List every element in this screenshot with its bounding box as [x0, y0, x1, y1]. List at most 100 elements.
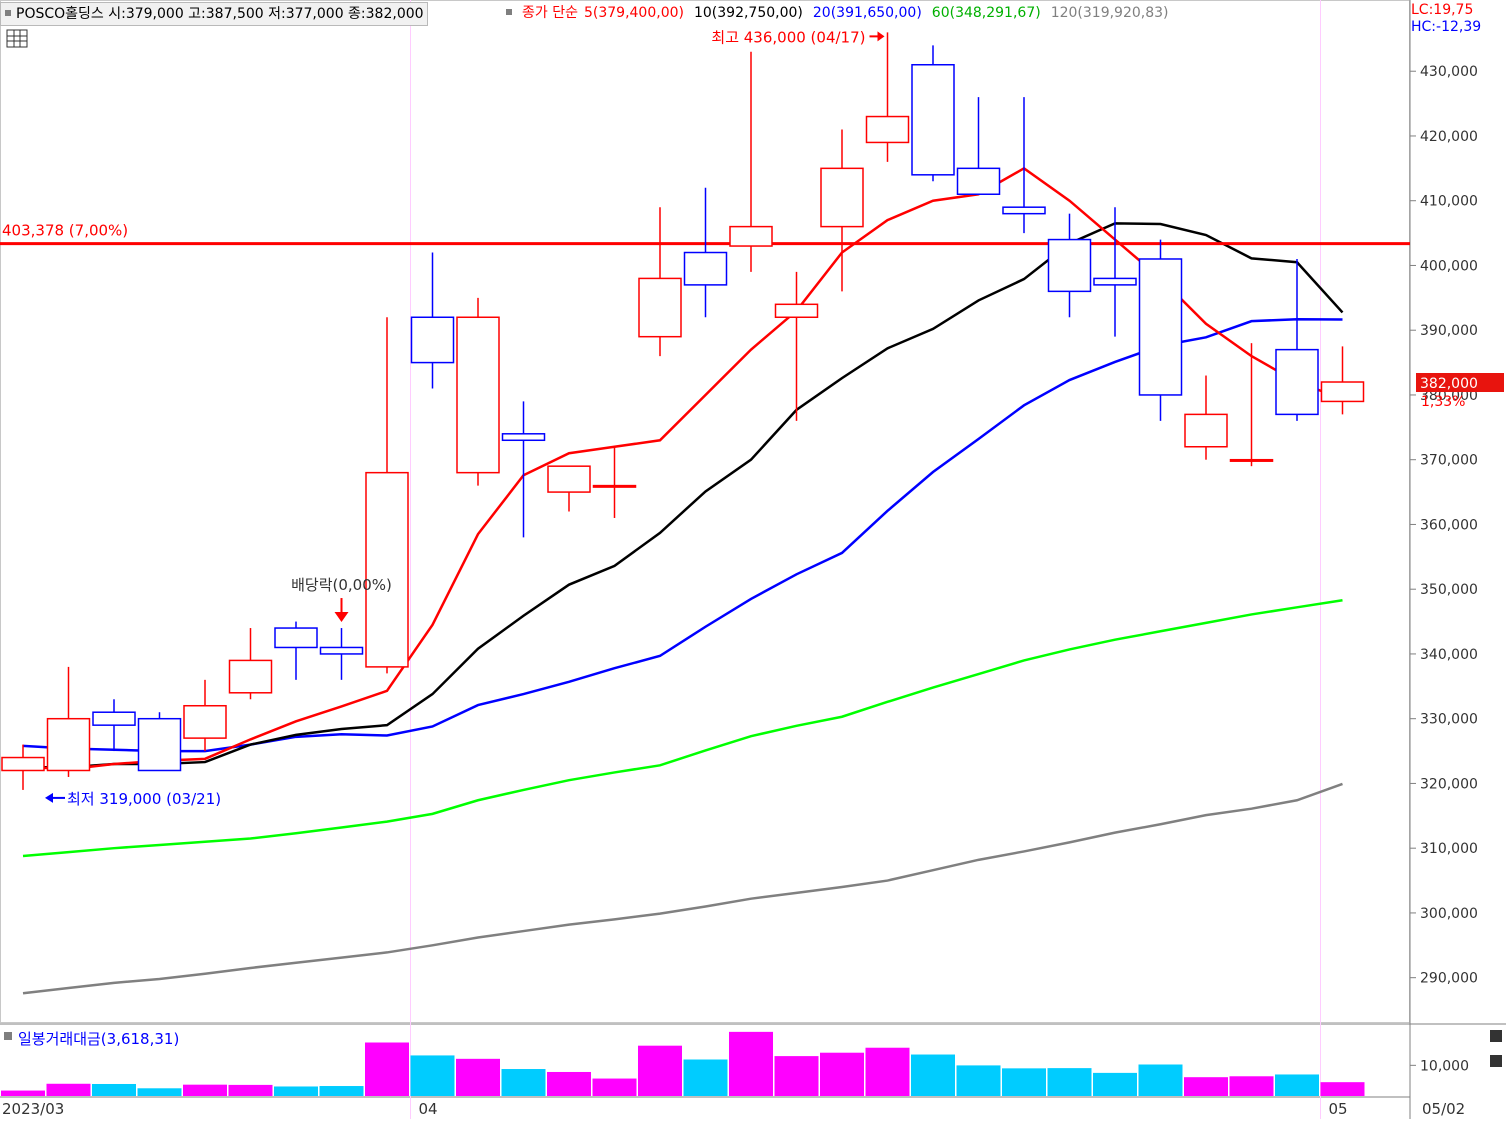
- y-tick-label: 290,000: [1420, 971, 1478, 987]
- candle-body: [592, 484, 637, 488]
- current-price-badge: [1416, 373, 1504, 393]
- candle-body: [1093, 277, 1137, 286]
- volume-bar: [683, 1059, 728, 1096]
- candle-body: [820, 167, 864, 228]
- volume-bar: [1275, 1074, 1319, 1096]
- ma60-legend: 60(348,291,67): [931, 5, 1041, 21]
- volume-bar: [638, 1045, 682, 1096]
- volume-bar: [501, 1069, 546, 1096]
- y-tick-label: 400,000: [1420, 258, 1478, 274]
- volume-bar: [1138, 1064, 1183, 1096]
- high-annotation: 최고 436,000 (04/17): [711, 28, 865, 46]
- y-tick-label: 390,000: [1420, 323, 1478, 339]
- ma10-line: [23, 222, 1344, 769]
- target-price-label: 403,378 (7,00%): [2, 222, 128, 240]
- ma120-line: [22, 782, 1343, 995]
- lc-label: LC:19,75: [1411, 2, 1474, 18]
- volume-bar: [1, 1090, 45, 1096]
- candle-body: [365, 471, 409, 668]
- candle-body: [228, 659, 273, 694]
- volume-tick-label: 10,000: [1420, 1058, 1469, 1074]
- y-tick-label: 350,000: [1420, 582, 1478, 598]
- ma20-legend: 20(391,650,00): [812, 5, 922, 21]
- candle-body: [274, 627, 318, 649]
- x-axis-label: 2023/03: [2, 1100, 64, 1118]
- volume-bar: [820, 1052, 864, 1096]
- stock-info-header: POSCO홀딩스 시:379,000 고:387,500 저:377,000 종…: [0, 2, 428, 26]
- dividend-annotation: 배당락(0,00%): [291, 576, 392, 594]
- candle-body: [1002, 206, 1046, 215]
- candle-body: [683, 251, 728, 286]
- ma-title: 종가 단순: [522, 5, 578, 21]
- volume-bar: [774, 1056, 819, 1096]
- volume-bar: [228, 1084, 273, 1096]
- y-tick-label: 340,000: [1420, 647, 1478, 663]
- candle-body: [46, 717, 91, 772]
- stock-info-text: POSCO홀딩스 시:379,000 고:387,500 저:377,000 종…: [16, 6, 424, 22]
- candle-body: [1275, 348, 1319, 416]
- ma20-line: [22, 317, 1343, 753]
- candle-body: [638, 277, 682, 338]
- candle-body: [1320, 381, 1365, 403]
- volume-bar: [183, 1084, 227, 1096]
- volume-bar: [365, 1042, 409, 1096]
- y-tick-label: 410,000: [1420, 194, 1478, 210]
- volume-bar: [137, 1088, 182, 1096]
- volume-bar: [956, 1065, 1001, 1096]
- ma10-legend: 10(392,750,00): [693, 5, 803, 21]
- y-tick-label: 320,000: [1420, 776, 1478, 792]
- candle-body: [137, 717, 182, 772]
- table-grid-icon: [6, 29, 28, 48]
- y-tick-label: 430,000: [1420, 64, 1478, 80]
- volume-title: 일봉거래대금(3,618,31): [18, 1030, 179, 1048]
- candle-body: [183, 704, 227, 739]
- ma-legend: 종가 단순 5(379,400,00) 10(392,750,00) 20(391,6…: [506, 2, 1179, 24]
- candle-body: [547, 465, 591, 493]
- volume-bar: [1002, 1068, 1046, 1096]
- candle-body: [501, 433, 546, 442]
- y-tick-label: 330,000: [1420, 712, 1478, 728]
- candle-body: [1, 756, 45, 772]
- volume-bar: [1184, 1077, 1228, 1096]
- y-tick-label: 420,000: [1420, 129, 1478, 145]
- volume-bar: [911, 1054, 955, 1096]
- volume-bar: [1093, 1072, 1137, 1096]
- volume-bar: [592, 1078, 637, 1096]
- volume-bar: [1320, 1082, 1365, 1096]
- low-annotation: 최저 319,000 (03/21): [67, 790, 221, 808]
- candle-body: [92, 711, 136, 726]
- candle-body: [1138, 258, 1183, 396]
- candle-body: [319, 646, 364, 655]
- volume-bar: [865, 1047, 910, 1096]
- header-square-icon: [5, 10, 11, 16]
- ma120-legend: 120(319,920,83): [1050, 5, 1169, 21]
- x-axis-label: 05/02: [1422, 1100, 1465, 1118]
- x-axis-label: 04: [419, 1100, 438, 1118]
- hc-label: HC:-12,39: [1411, 19, 1482, 35]
- volume-bar: [729, 1031, 773, 1096]
- volume-bar: [319, 1086, 364, 1096]
- candle-body: [410, 316, 455, 364]
- volume-bar: [410, 1055, 455, 1096]
- volume-bar: [1047, 1068, 1092, 1096]
- volume-bar: [547, 1071, 591, 1096]
- ma5-line: [22, 166, 1343, 771]
- candle-body: [956, 167, 1001, 195]
- candle-body: [1184, 413, 1228, 448]
- volume-bar: [46, 1083, 91, 1096]
- y-tick-label: 310,000: [1420, 841, 1478, 857]
- volume-close-icon: [1490, 1030, 1502, 1042]
- current-price-label: 382,000: [1420, 376, 1478, 392]
- candle-body: [865, 115, 910, 144]
- dividend-arrowhead: [334, 612, 349, 623]
- volume-bar: [1229, 1076, 1274, 1096]
- ma5-legend: 5(379,400,00): [583, 5, 684, 21]
- y-tick-label: 360,000: [1420, 517, 1478, 533]
- candle-body: [729, 225, 773, 247]
- candle-body: [1047, 238, 1092, 293]
- low-arrowhead: [45, 792, 53, 803]
- volume-bar: [274, 1086, 318, 1096]
- candle-body: [1229, 458, 1274, 462]
